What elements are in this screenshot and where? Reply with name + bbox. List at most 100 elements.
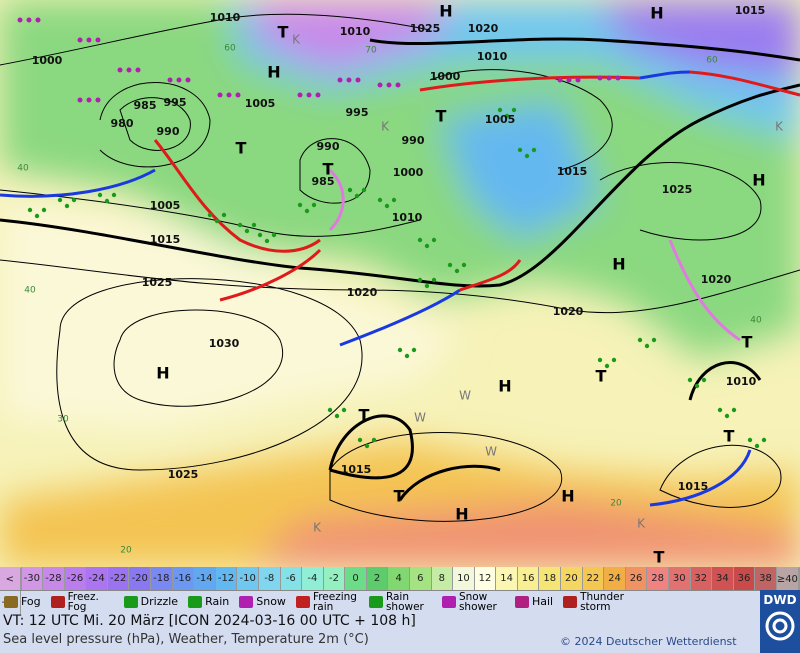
legend-item: Snow shower <box>438 592 505 612</box>
rain-dot <box>597 357 603 363</box>
snow-dot <box>117 67 123 73</box>
rain-dot <box>97 192 103 198</box>
colorbar-cell: 8 <box>431 567 454 590</box>
isobar-label: 995 <box>346 106 369 119</box>
colorbar-cell: 16 <box>517 567 540 590</box>
rain-dot <box>731 407 737 413</box>
colorbar-cell: -26 <box>64 567 87 590</box>
rain-dot <box>251 222 257 228</box>
rain-dot <box>404 353 410 359</box>
pressure-center: T <box>323 160 334 179</box>
snow-dot <box>395 82 401 88</box>
snow-dot <box>86 37 92 43</box>
snow-dot <box>26 17 32 23</box>
rain-dot <box>701 377 707 383</box>
rain-dot <box>207 212 213 218</box>
rain-dot <box>214 218 220 224</box>
rain-dot <box>417 277 423 283</box>
colorbar-cell: 10 <box>453 567 475 590</box>
pressure-center: T <box>278 23 289 42</box>
colorbar-cell: 38 <box>755 567 777 590</box>
rain-dot <box>747 437 753 443</box>
rain-dot <box>531 147 537 153</box>
isobar-label: 1000 <box>430 70 461 83</box>
colorbar-cell: 20 <box>561 567 583 590</box>
legend-label: Thunder storm <box>580 591 624 613</box>
rain-dot <box>371 437 377 443</box>
logo-text: DWD <box>763 593 797 607</box>
rain-dot <box>454 268 460 274</box>
colorbar-cell: 2 <box>366 567 389 590</box>
colorbar-cell: -30 <box>21 567 44 590</box>
pressure-center: T <box>394 487 405 506</box>
rain-dot <box>257 232 263 238</box>
colorbar-cell: 4 <box>388 567 410 590</box>
snow-dot <box>355 77 361 83</box>
rain-dot <box>497 107 503 113</box>
legend-icon <box>50 596 65 608</box>
snow-dot <box>315 92 321 98</box>
rain-dot <box>694 383 700 389</box>
snow-dot <box>226 92 232 98</box>
rain-dot <box>517 147 523 153</box>
legend-item: Rain shower <box>365 592 432 612</box>
colorbar-cell: -16 <box>172 567 195 590</box>
rain-dot <box>754 443 760 449</box>
snow-dot <box>377 82 383 88</box>
isobars <box>0 13 800 522</box>
rain-dot <box>364 443 370 449</box>
air-mass-label: K <box>775 120 784 134</box>
rain-dot <box>361 187 367 193</box>
legend-item: Fog <box>0 596 41 608</box>
rain-dot <box>264 238 270 244</box>
rain-dot <box>611 357 617 363</box>
rain-dot <box>304 208 310 214</box>
legend-item: Freez. Fog <box>47 592 114 612</box>
snow-dot <box>557 77 563 83</box>
logo-icon <box>765 611 795 641</box>
snow-dot <box>77 97 83 103</box>
rain-dot <box>431 277 437 283</box>
colorbar-cell: 32 <box>690 567 713 590</box>
isobar-label: 980 <box>111 117 134 130</box>
snow-dot <box>176 77 182 83</box>
rain-dot <box>237 222 243 228</box>
rain-dot <box>447 262 453 268</box>
rain-dot <box>64 203 70 209</box>
rain-dot <box>354 193 360 199</box>
temperature-label: 40 <box>24 286 36 296</box>
pressure-center: H <box>439 2 452 21</box>
legend-item: Rain <box>184 596 229 608</box>
air-mass-label: K <box>292 33 301 47</box>
legend-icon <box>239 596 254 608</box>
legend-icon <box>368 596 383 608</box>
rain-dot <box>297 202 303 208</box>
temperature-colorbar: <-30-30-28-26-24-22-20-18-16-14-12-10-8-… <box>0 567 800 614</box>
temperature-label: 60 <box>224 44 236 54</box>
isobar-label: 1015 <box>678 480 709 493</box>
snow-dot <box>126 67 132 73</box>
isobar-label: 1010 <box>392 211 423 224</box>
colorbar-cell: -4 <box>302 567 324 590</box>
isobar-label: 1020 <box>701 273 732 286</box>
colorbar-cell: 0 <box>345 567 367 590</box>
air-mass-label: K <box>637 517 646 531</box>
rain-dot <box>34 213 40 219</box>
temperature-label: 40 <box>750 316 762 326</box>
rain-dot <box>761 437 767 443</box>
legend-icon <box>4 596 18 608</box>
isobar-label: 1020 <box>468 22 499 35</box>
colorbar-cell: -6 <box>280 567 303 590</box>
temperature-label: 40 <box>17 164 29 174</box>
isobar-label: 985 <box>134 99 157 112</box>
snow-dot <box>575 77 581 83</box>
snow-dot <box>606 75 612 81</box>
colorbar-cell: 6 <box>409 567 432 590</box>
isobar-label: 1010 <box>477 50 508 63</box>
rain-dot <box>461 262 467 268</box>
rain-dot <box>397 347 403 353</box>
rain-dot <box>311 202 317 208</box>
colorbar-cell: 12 <box>474 567 497 590</box>
weather-symbols <box>17 17 767 449</box>
